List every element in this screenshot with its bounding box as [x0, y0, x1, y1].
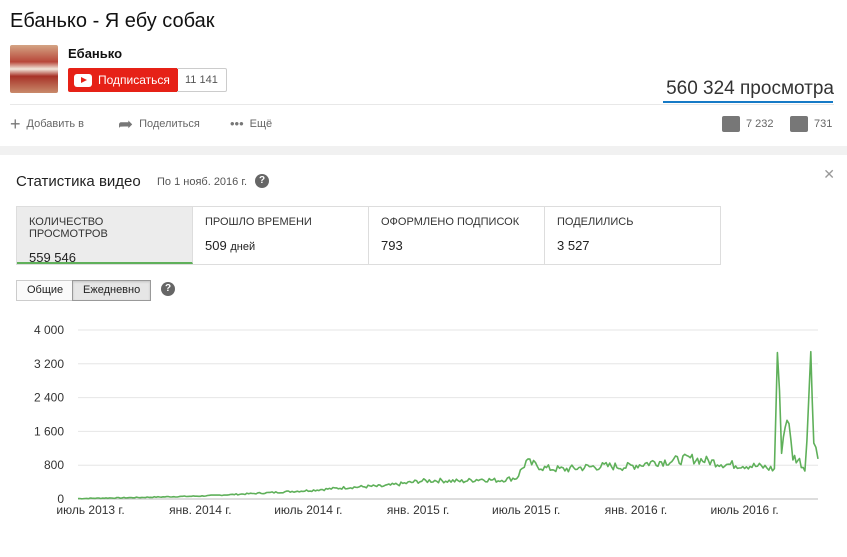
- tab-daily[interactable]: Ежедневно: [72, 280, 152, 301]
- share-arrow-icon: ➦: [118, 114, 134, 134]
- like-button[interactable]: 7 232: [722, 116, 774, 132]
- x-tick-label: июль 2016 г.: [710, 503, 778, 517]
- y-tick-label: 1 600: [34, 424, 64, 438]
- share-button[interactable]: ➦ Поделиться: [118, 114, 200, 134]
- channel-name[interactable]: Ебанько: [68, 46, 123, 61]
- add-to-button[interactable]: + Добавить в: [10, 114, 85, 134]
- metric-views[interactable]: Количество просмотров 559 546: [17, 207, 193, 265]
- metric-label: Оформлено подписок: [381, 216, 520, 228]
- help-icon[interactable]: ?: [255, 174, 269, 188]
- video-title: Ебанько - Я ебу собак: [10, 10, 215, 32]
- x-tick-label: янв. 2016 г.: [605, 503, 667, 517]
- close-icon[interactable]: ✕: [823, 166, 835, 182]
- x-tick-label: июль 2013 г.: [56, 503, 124, 517]
- share-label: Поделиться: [139, 118, 200, 130]
- like-count: 7 232: [746, 118, 774, 130]
- metric-shares[interactable]: Поделились 3 527: [545, 207, 720, 264]
- more-label: Ещё: [249, 118, 273, 130]
- daily-views-line: [77, 350, 819, 500]
- metric-value: 559 546: [29, 250, 76, 265]
- chart-help-icon[interactable]: ?: [161, 282, 175, 296]
- stats-title: Статистика видео: [16, 173, 141, 190]
- thumbs-down-icon: [790, 116, 808, 132]
- y-tick-label: 3 200: [34, 357, 64, 371]
- subscriber-count: 11 141: [177, 68, 227, 92]
- y-tick-label: 0: [57, 492, 64, 506]
- metric-value-row: 509 дней: [205, 238, 356, 253]
- more-button[interactable]: ••• Ещё: [230, 117, 272, 131]
- dislike-button[interactable]: 731: [790, 116, 832, 132]
- dislike-count: 731: [814, 118, 833, 130]
- subscribe-label: Подписаться: [98, 73, 170, 87]
- y-tick-label: 4 000: [34, 323, 64, 337]
- metric-label: Прошло времени: [205, 216, 312, 228]
- metric-unit: дней: [230, 241, 256, 253]
- more-dots-icon: •••: [230, 116, 244, 131]
- metric-value: 793: [381, 238, 403, 253]
- metric-value: 509: [205, 238, 227, 253]
- view-count: 560 324 просмотра: [666, 78, 834, 99]
- subscribe-button[interactable]: Подписаться: [68, 68, 178, 92]
- metric-subscriptions[interactable]: Оформлено подписок 793: [369, 207, 545, 264]
- y-tick-label: 800: [44, 458, 64, 472]
- metric-value: 3 527: [557, 238, 590, 253]
- x-tick-label: янв. 2015 г.: [387, 503, 449, 517]
- metrics-row: Количество просмотров 559 546 Прошло вре…: [16, 206, 721, 265]
- y-tick-label: 2 400: [34, 391, 64, 405]
- plus-icon: +: [10, 114, 21, 134]
- divider: [10, 104, 834, 105]
- youtube-logo-icon: [74, 73, 92, 87]
- metric-time-elapsed[interactable]: Прошло времени 509 дней: [193, 207, 369, 264]
- tab-total[interactable]: Общие: [16, 280, 75, 301]
- daily-views-chart: 0 800 1 600 2 400 3 200 4 000 июль 2013 г. янв.…: [34, 323, 819, 517]
- x-tick-label: июль 2014 г.: [274, 503, 342, 517]
- add-to-label: Добавить в: [26, 118, 85, 130]
- metric-label: Поделились: [557, 216, 634, 228]
- section-separator: [0, 146, 847, 155]
- stats-date: По 1 нояб. 2016 г.: [157, 176, 248, 188]
- channel-avatar[interactable]: [10, 45, 58, 93]
- x-tick-label: янв. 2014 г.: [169, 503, 231, 517]
- thumbs-up-icon: [722, 116, 740, 132]
- like-ratio-bar: [663, 101, 833, 103]
- x-tick-label: июль 2015 г.: [492, 503, 560, 517]
- metric-label: Количество просмотров: [29, 216, 108, 240]
